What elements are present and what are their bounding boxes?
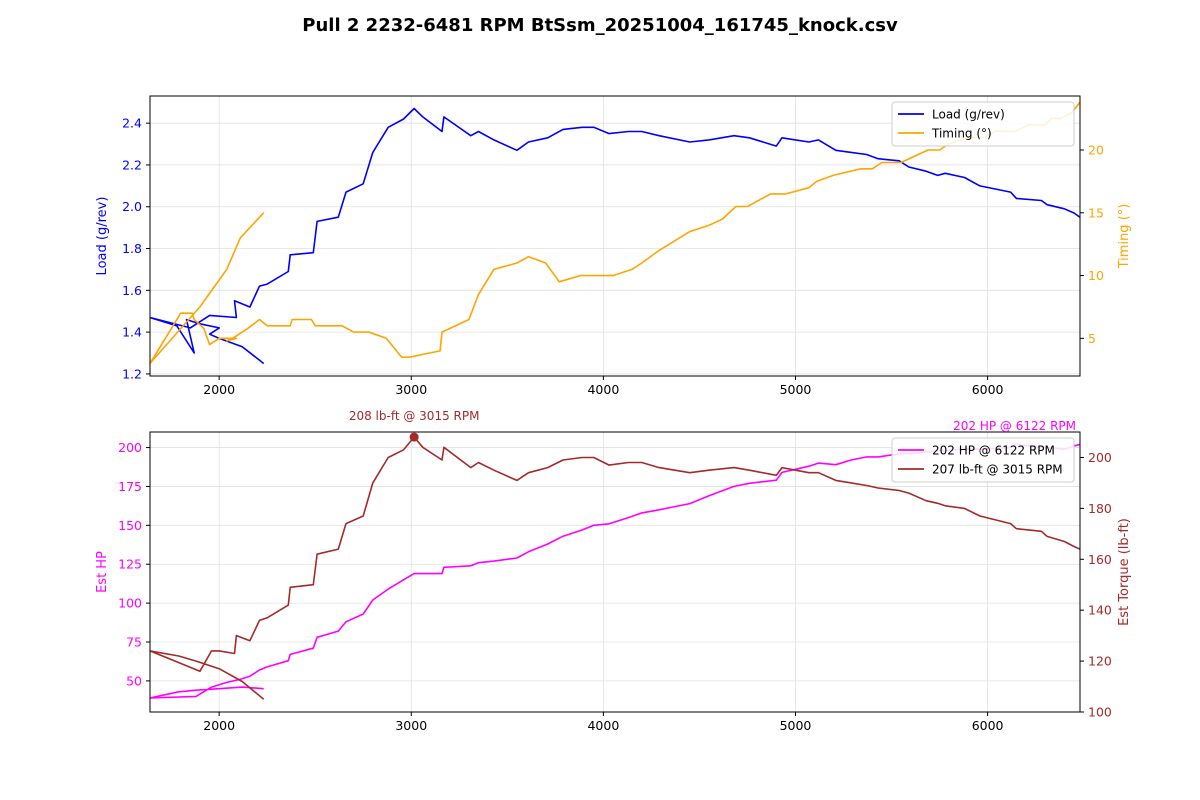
y-left-axis-label: Load (g/rev)	[95, 197, 110, 276]
y-right-tick-label: 120	[1088, 654, 1112, 669]
load-timing-chart: 2000 3000 4000 5000 6000 1.2 1.4 1.6 1.8 2.0 2.2 2.…	[95, 95, 1132, 397]
y-left-tick-label: 1.8	[122, 241, 142, 256]
x-tick-label: 2000	[203, 382, 235, 397]
y-right-tick-label: 100	[1088, 705, 1112, 720]
y-left-tick-label: 125	[118, 557, 142, 572]
y-left-tick-label: 50	[126, 673, 142, 688]
y-left-tick-label: 175	[118, 479, 142, 494]
y-left-tick-label: 200	[118, 440, 142, 455]
y-left-tick-label: 2.2	[122, 157, 142, 172]
y-right-tick-label: 20	[1088, 142, 1104, 157]
series-line-right	[150, 436, 1080, 700]
y-left-tick-label: 2.0	[122, 199, 142, 214]
y-right-tick-label: 140	[1088, 603, 1112, 618]
axes-frame	[149, 95, 1081, 377]
y-right-axis-label: Est Torque (lb-ft)	[1117, 518, 1132, 626]
series-line-right	[150, 101, 1080, 365]
series-line-left	[150, 107, 1080, 365]
peak-hp-annotation: 202 HP @ 6122 RPM	[953, 419, 1076, 433]
legend-label: 202 HP @ 6122 RPM	[932, 444, 1055, 458]
x-tick-label: 4000	[587, 718, 619, 733]
x-tick-label: 6000	[972, 382, 1004, 397]
y-left-tick-label: 1.2	[122, 366, 142, 381]
x-tick-label: 3000	[395, 718, 427, 733]
y-right-tick-label: 200	[1088, 450, 1112, 465]
y-right-tick-label: 10	[1088, 268, 1104, 283]
y-right-axis-label: Timing (°)	[1117, 204, 1132, 270]
peak-torque-marker	[409, 432, 419, 442]
x-tick-label: 5000	[780, 382, 812, 397]
figure-title: Pull 2 2232-6481 RPM BtSsm_20251004_1617…	[302, 15, 898, 36]
legend-label: 207 lb-ft @ 3015 RPM	[932, 463, 1063, 477]
x-tick-label: 2000	[203, 718, 235, 733]
x-tick-label: 6000	[972, 718, 1004, 733]
legend-box	[891, 437, 1075, 483]
y-left-tick-label: 2.4	[122, 116, 142, 131]
y-left-tick-label: 1.4	[122, 325, 142, 340]
y-right-tick-label: 180	[1088, 501, 1112, 516]
x-tick-label: 5000	[780, 718, 812, 733]
y-left-axis-label: Est HP	[95, 551, 110, 593]
y-left-tick-label: 150	[118, 518, 142, 533]
x-tick-label: 4000	[587, 382, 619, 397]
hp-torque-chart: 2000 3000 4000 5000 6000 50 75 100 125 150 175 200 1…	[95, 409, 1132, 733]
x-tick-label: 3000	[395, 382, 427, 397]
y-right-tick-label: 5	[1088, 331, 1096, 346]
legend-label: Load (g/rev)	[932, 108, 1005, 122]
legend-label: Timing (°)	[931, 127, 992, 141]
y-right-tick-label: 160	[1088, 552, 1112, 567]
y-left-tick-label: 1.6	[122, 283, 142, 298]
y-left-tick-label: 100	[118, 596, 142, 611]
axes-frame	[149, 431, 1081, 713]
y-left-tick-label: 75	[126, 635, 142, 650]
peak-torque-annotation: 208 lb-ft @ 3015 RPM	[349, 409, 480, 423]
legend-box	[891, 101, 1075, 147]
y-right-tick-label: 15	[1088, 205, 1104, 220]
